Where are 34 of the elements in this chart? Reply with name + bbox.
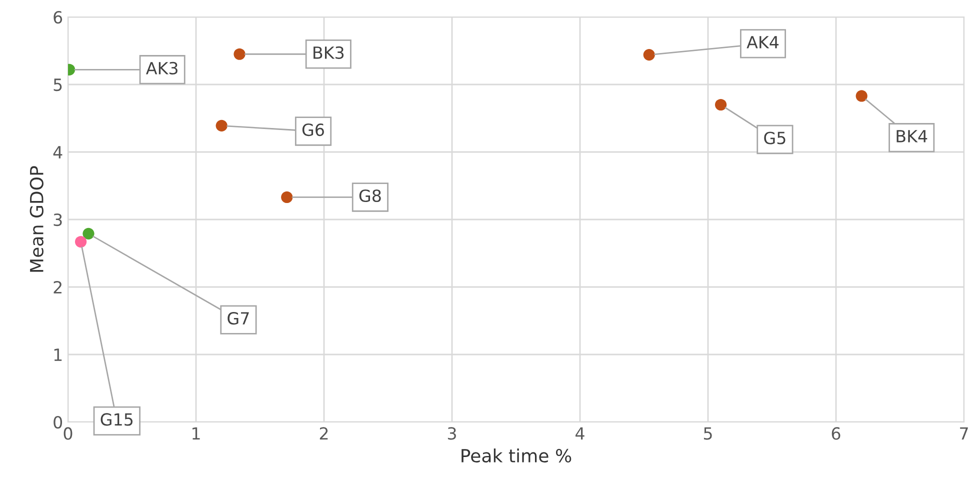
y-tick-label: 4 — [53, 146, 62, 158]
point — [216, 120, 228, 132]
annotation: AK4 — [746, 36, 779, 48]
y-tick-label: 3 — [54, 213, 62, 226]
annotation: G6 — [302, 123, 324, 136]
y-tick-label: 2 — [54, 280, 62, 294]
y-tick-label: 5 — [54, 78, 62, 92]
annotation: G5 — [764, 132, 786, 144]
annotation: G15 — [100, 413, 133, 426]
y-tick-label: 1 — [54, 348, 62, 361]
point — [234, 48, 246, 60]
x-tick-label: 6 — [832, 427, 840, 440]
point — [714, 98, 727, 111]
x-tick-label: 2 — [320, 427, 328, 440]
x-axis-title: Peak time % — [462, 448, 572, 463]
x-tick-label: 3 — [448, 427, 456, 440]
point — [74, 236, 87, 248]
x-tick-label: 0 — [64, 427, 72, 440]
annotation: AK3 — [146, 62, 178, 74]
y-tick-label: 0 — [54, 416, 62, 429]
annotation: G8 — [359, 189, 381, 202]
x-tick-label: 7 — [960, 427, 968, 440]
y-tick-label: 6 — [54, 10, 62, 24]
point — [856, 90, 868, 102]
point — [82, 228, 94, 240]
x-tick-label: 5 — [704, 427, 712, 440]
x-tick-label: 4 — [576, 427, 584, 440]
annotation: G7 — [228, 312, 249, 325]
x-tick-label: 1 — [192, 427, 200, 440]
annotation: BK3 — [314, 46, 344, 59]
annotation: BK4 — [896, 130, 928, 142]
y-axis-title: Mean GDOP — [30, 166, 44, 272]
point — [281, 191, 293, 204]
point — [643, 48, 655, 61]
